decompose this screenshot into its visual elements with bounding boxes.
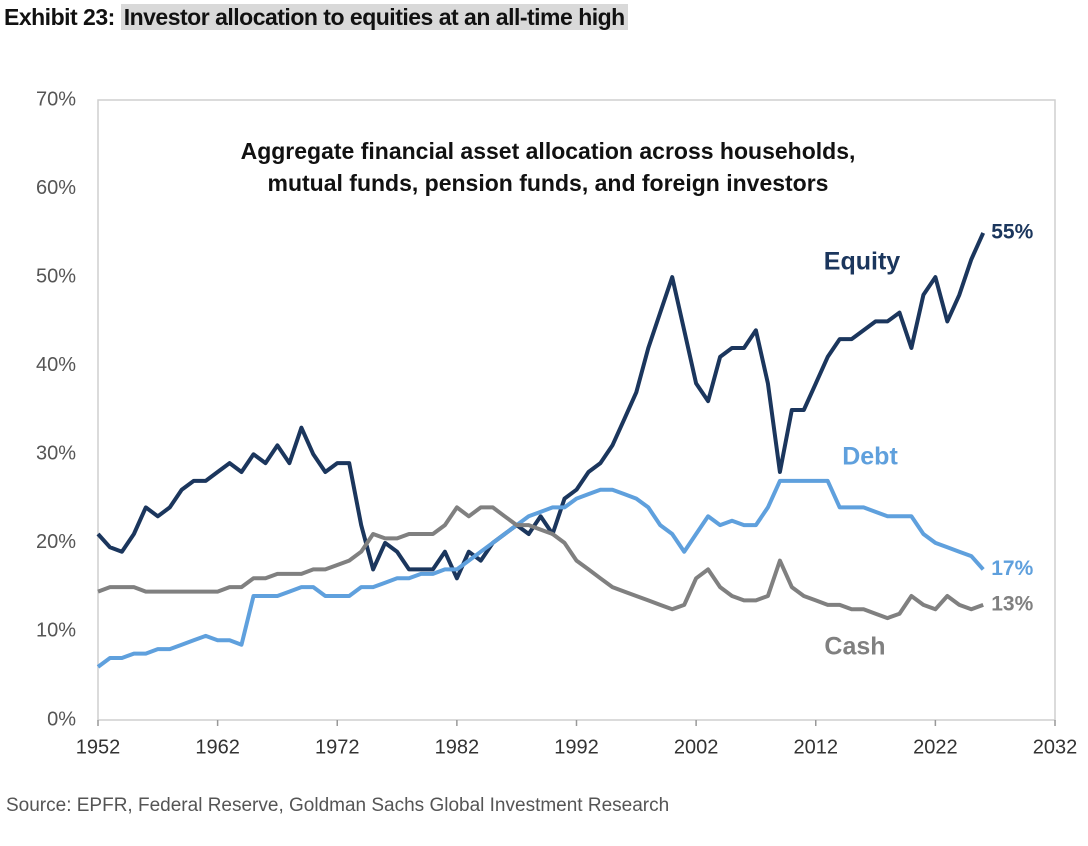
- series-label: Equity: [824, 248, 900, 276]
- end-label: 17%: [991, 557, 1033, 580]
- source-note: Source: EPFR, Federal Reserve, Goldman S…: [6, 795, 670, 816]
- chart-subtitle: mutual funds, pension funds, and foreign…: [268, 170, 829, 196]
- end-label: 13%: [991, 592, 1033, 615]
- x-tick-label: 2002: [674, 736, 719, 758]
- y-tick-label: 10%: [36, 620, 76, 642]
- series-line: [96, 478, 985, 669]
- x-tick-label: 1992: [554, 736, 599, 758]
- x-tick-label: 2012: [794, 736, 839, 758]
- series-label: Cash: [824, 633, 885, 661]
- y-tick-label: 20%: [36, 531, 76, 553]
- x-tick-label: 1952: [76, 736, 121, 758]
- y-tick-label: 30%: [36, 443, 76, 465]
- exhibit-number: Exhibit 23:: [4, 4, 115, 30]
- x-tick-label: 2032: [1033, 736, 1078, 758]
- series-line: [96, 232, 986, 581]
- x-tick-label: 1982: [435, 736, 480, 758]
- series-line: [97, 505, 984, 621]
- y-tick-label: 60%: [36, 177, 76, 199]
- x-tick-label: 1972: [315, 736, 360, 758]
- chart-subtitle: Aggregate financial asset allocation acr…: [241, 138, 856, 164]
- exhibit-title: Exhibit 23: Investor allocation to equit…: [4, 4, 628, 31]
- series-label: Debt: [842, 443, 898, 471]
- x-tick-label: 2022: [913, 736, 958, 758]
- y-tick-label: 40%: [36, 354, 76, 376]
- chart-title: Investor allocation to equities at an al…: [120, 4, 628, 30]
- y-tick-label: 0%: [47, 708, 76, 730]
- y-tick-label: 50%: [36, 265, 76, 287]
- end-label: 55%: [991, 220, 1033, 243]
- x-tick-label: 1962: [195, 736, 240, 758]
- y-tick-label: 70%: [36, 88, 76, 110]
